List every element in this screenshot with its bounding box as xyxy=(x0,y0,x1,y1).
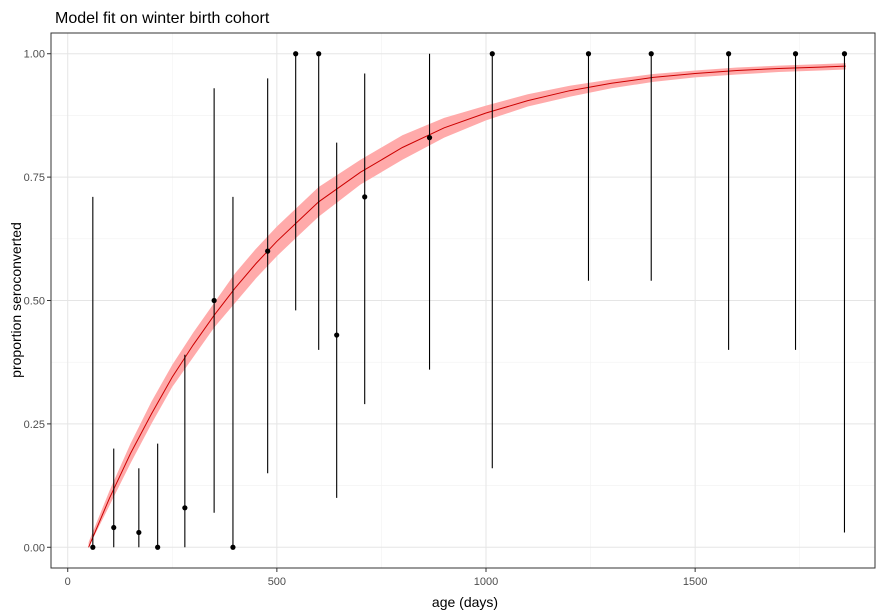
x-tick-label: 1000 xyxy=(474,576,498,588)
x-axis: 0 500 1000 1500 xyxy=(65,568,707,588)
data-point xyxy=(111,524,117,531)
x-tick-label: 500 xyxy=(268,576,286,588)
data-point xyxy=(293,51,299,57)
data-point xyxy=(726,51,732,57)
x-tick-label: 0 xyxy=(65,576,71,588)
data-point xyxy=(90,544,96,550)
x-axis-title: age (days) xyxy=(432,594,498,610)
fit-layer xyxy=(88,63,846,548)
data-point xyxy=(211,297,217,304)
y-tick-label: 0.50 xyxy=(24,296,45,308)
data-point xyxy=(841,51,848,57)
y-tick-label: 0.75 xyxy=(24,172,45,184)
x-tick-label: 1500 xyxy=(683,576,707,588)
data-point xyxy=(362,194,368,200)
fit-line xyxy=(88,65,846,548)
y-tick-label: 0.00 xyxy=(24,542,45,554)
y-axis-title: proportion seroconverted xyxy=(8,222,24,378)
data-point xyxy=(230,544,236,550)
data-point xyxy=(136,529,142,536)
data-point xyxy=(316,51,322,57)
y-tick-label: 1.00 xyxy=(24,49,45,61)
fit-ribbon xyxy=(88,63,846,548)
data-point xyxy=(426,135,433,141)
data-point xyxy=(489,51,495,57)
y-tick-label: 0.25 xyxy=(24,419,45,431)
data-point xyxy=(265,248,271,254)
data-point xyxy=(648,51,654,57)
data-point xyxy=(182,505,188,511)
data-point xyxy=(585,51,592,57)
chart-title: Model fit on winter birth cohort xyxy=(55,10,270,27)
y-axis: 0.00 0.25 0.50 0.75 1.00 xyxy=(24,49,51,554)
data-point xyxy=(792,51,799,57)
points-layer xyxy=(90,51,848,550)
data-point xyxy=(155,544,161,550)
data-point xyxy=(334,332,340,338)
grid-major xyxy=(51,33,875,568)
